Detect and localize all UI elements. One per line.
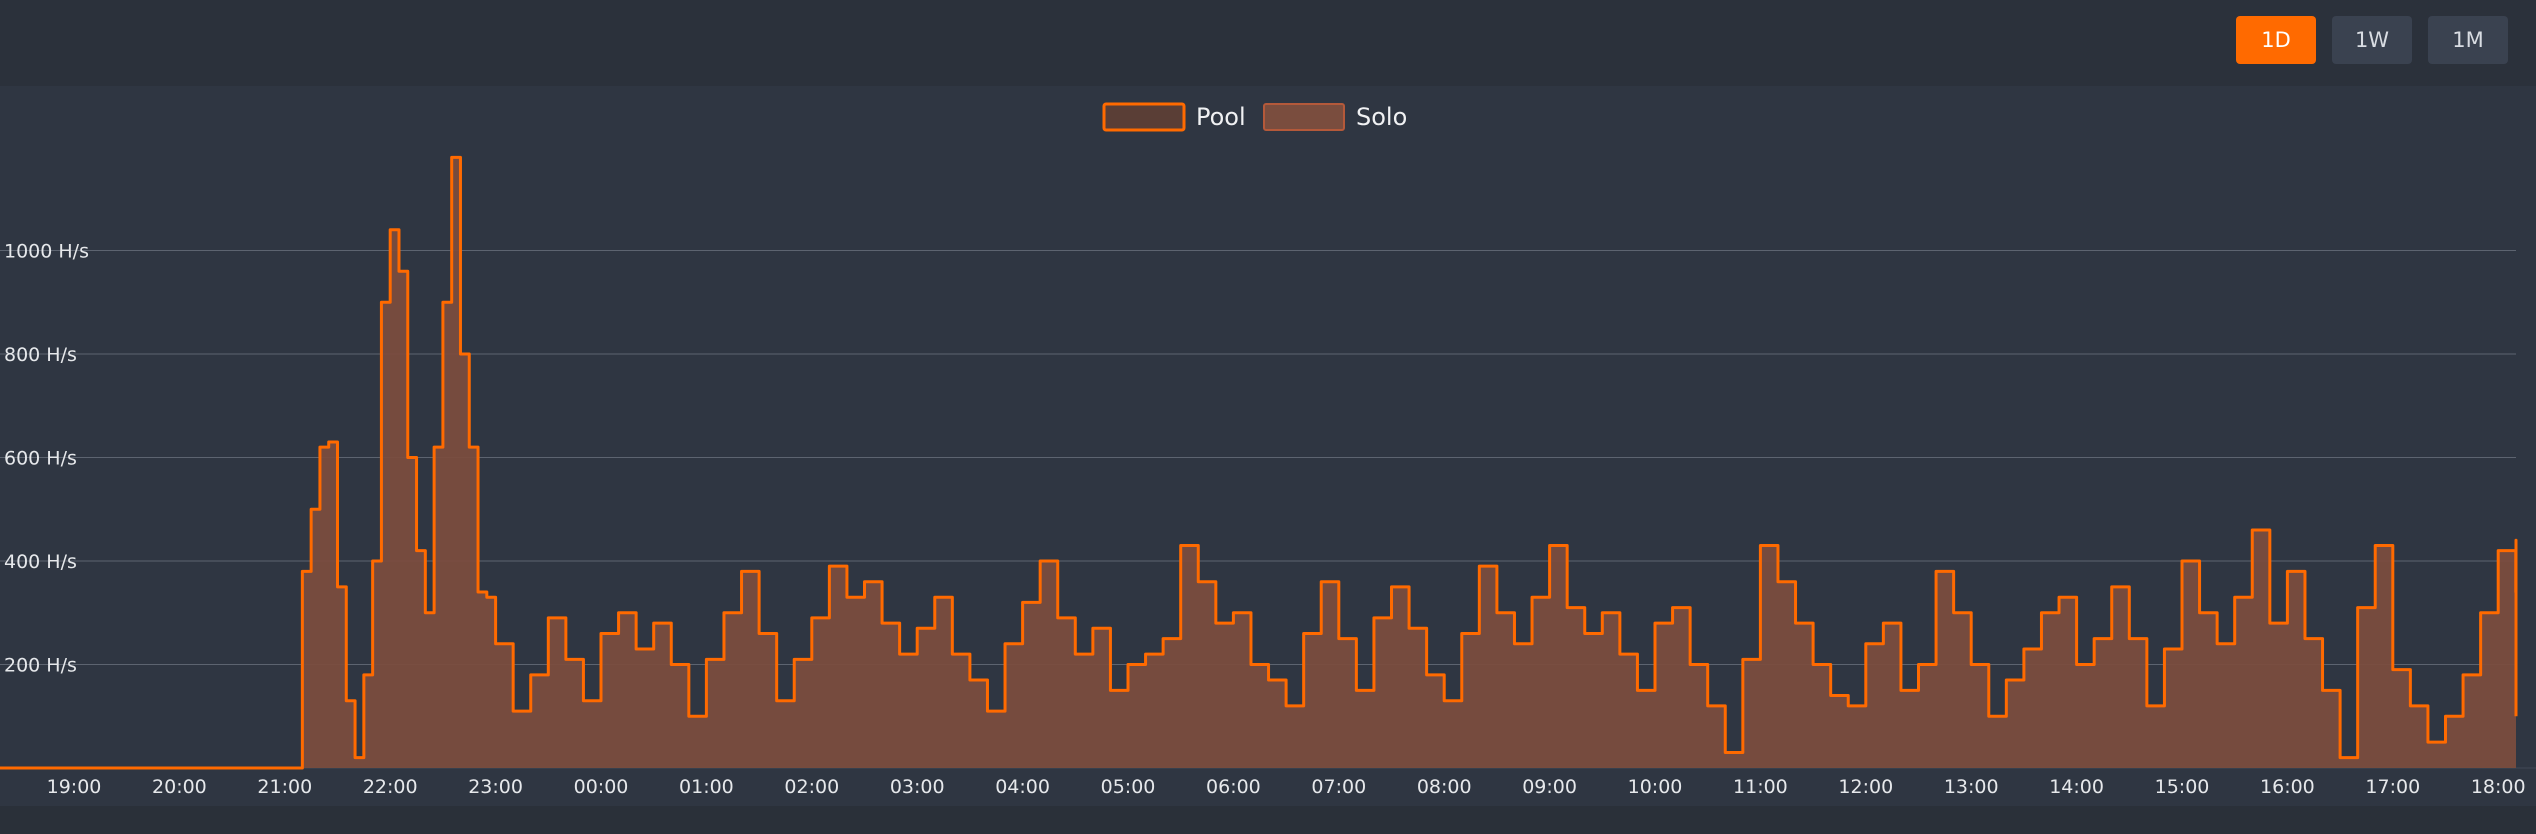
range-button-1w[interactable]: 1W — [2332, 16, 2412, 64]
x-tick-label: 10:00 — [1628, 776, 1683, 798]
y-tick-label: 200 H/s — [4, 655, 77, 677]
x-tick-label: 20:00 — [152, 776, 207, 798]
x-tick-label: 15:00 — [2155, 776, 2210, 798]
x-tick-label: 17:00 — [2365, 776, 2420, 798]
y-tick-label: 1000 H/s — [4, 241, 89, 263]
range-button-1d[interactable]: 1D — [2236, 16, 2316, 64]
x-tick-label: 11:00 — [1733, 776, 1788, 798]
x-tick-label: 12:00 — [1838, 776, 1893, 798]
solo-series-area — [0, 157, 2516, 768]
x-tick-label: 07:00 — [1311, 776, 1366, 798]
scroll-strip[interactable] — [0, 806, 2536, 834]
x-tick-label: 22:00 — [363, 776, 418, 798]
x-tick-label: 06:00 — [1206, 776, 1261, 798]
x-tick-label: 19:00 — [47, 776, 102, 798]
y-axis: 200 H/s 400 H/s 600 H/s 800 H/s 1000 H/s — [4, 241, 89, 677]
x-tick-label: 00:00 — [574, 776, 629, 798]
legend-swatch-pool — [1102, 102, 1186, 132]
x-tick-label: 14:00 — [2049, 776, 2104, 798]
x-axis: 19:00 20:00 21:00 22:00 23:00 00:00 01:00 02:00… — [0, 767, 2536, 798]
legend-label-solo: Solo — [1356, 103, 1407, 131]
y-tick-label: 400 H/s — [4, 551, 77, 573]
series-layer — [0, 155, 2518, 770]
x-tick-label: 05:00 — [1101, 776, 1156, 798]
range-button-1m[interactable]: 1M — [2428, 16, 2508, 64]
y-tick-label: 600 H/s — [4, 448, 77, 470]
legend[interactable]: Pool Solo — [1102, 102, 1407, 132]
x-tick-label: 21:00 — [257, 776, 312, 798]
x-tick-label: 09:00 — [1522, 776, 1577, 798]
x-tick-label: 08:00 — [1417, 776, 1472, 798]
x-tick-label: 23:00 — [468, 776, 523, 798]
x-tick-label: 16:00 — [2260, 776, 2315, 798]
y-tick-label: 800 H/s — [4, 344, 77, 366]
x-tick-label: 18:00 — [2471, 776, 2526, 798]
hashrate-chart: 200 H/s 400 H/s 600 H/s 800 H/s 1000 H/s 19:… — [0, 102, 2536, 798]
pool-series-line — [0, 155, 2518, 770]
x-tick-label: 01:00 — [679, 776, 734, 798]
x-tick-label: 04:00 — [995, 776, 1050, 798]
x-tick-label: 03:00 — [890, 776, 945, 798]
legend-swatch-solo — [1263, 103, 1345, 131]
legend-label-pool: Pool — [1196, 103, 1246, 131]
x-tick-label: 02:00 — [784, 776, 839, 798]
x-tick-label: 13:00 — [1944, 776, 1999, 798]
range-toolbar: 1D 1W 1M — [0, 0, 2536, 86]
